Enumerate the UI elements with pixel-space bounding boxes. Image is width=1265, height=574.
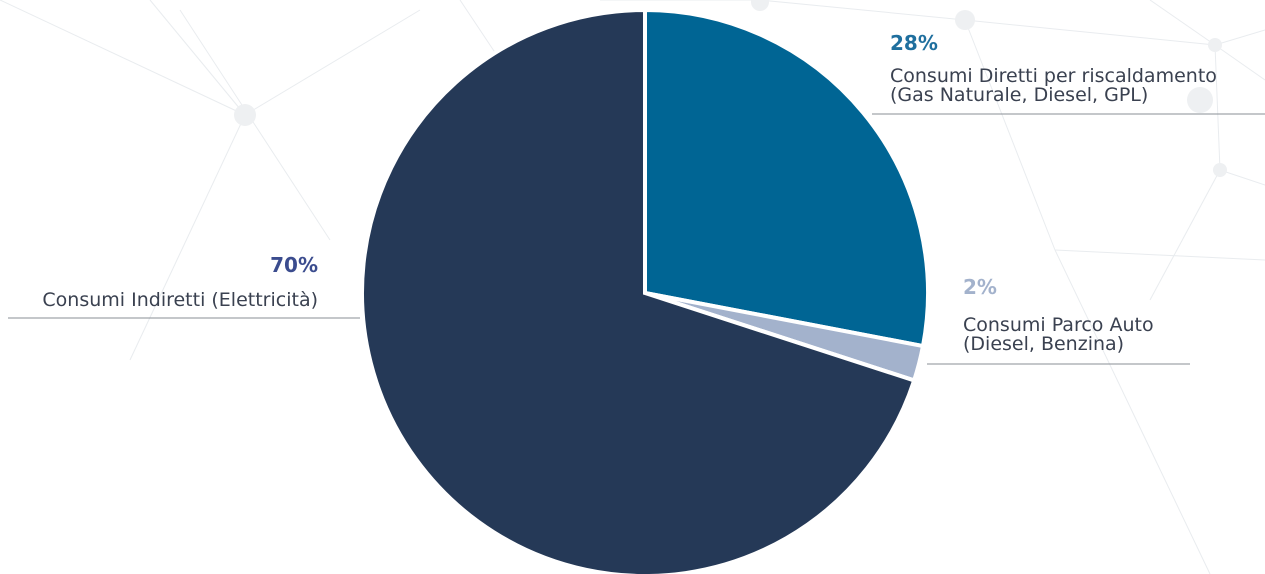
slice-category-label-1-line-1: Consumi Diretti per riscaldamento	[890, 65, 1217, 87]
slice-percent-label-1: 28%	[890, 31, 938, 55]
pie-slice-3	[360, 7, 917, 574]
slice-percent-label-3: 70%	[270, 253, 318, 277]
pie-slice-1	[643, 7, 930, 349]
slice-category-label-1-line-2: (Gas Naturale, Diesel, GPL)	[890, 84, 1148, 106]
slice-category-label-3-line-1: Consumi Indiretti (Elettricità)	[42, 289, 318, 311]
slice-category-label-2-line-1: Consumi Parco Auto	[963, 314, 1154, 336]
slice-label-group-2: 2% Consumi Parco Auto(Diesel, Benzina)	[927, 275, 1190, 365]
slice-percent-label-2: 2%	[963, 275, 997, 299]
slice-category-label-2-line-2: (Diesel, Benzina)	[963, 333, 1124, 355]
slice-label-group-3: 70% Consumi Indiretti (Elettricità)	[8, 253, 360, 319]
slice-label-group-1: 28% Consumi Diretti per riscaldamento(Gas…	[872, 31, 1265, 115]
